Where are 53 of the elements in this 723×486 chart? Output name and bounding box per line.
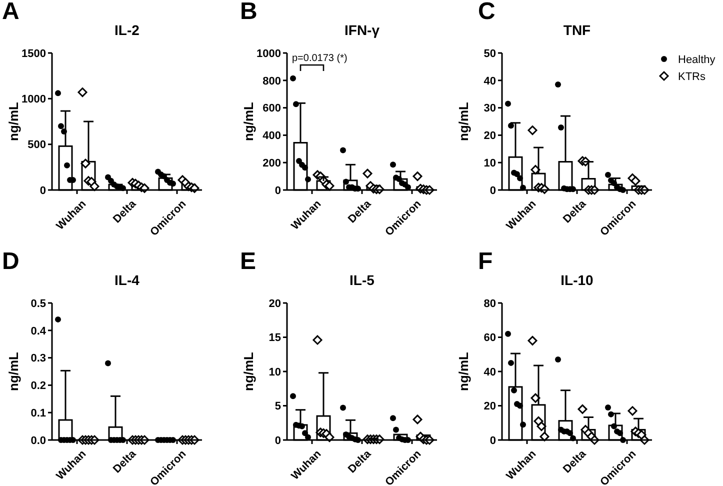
text: A	[2, 0, 20, 25]
y-tick-label: 600	[262, 102, 281, 115]
y-tick-label: 200	[262, 157, 281, 170]
y-tick-label: 0	[274, 184, 281, 197]
y-tick-label: 50	[484, 48, 496, 60]
chart-title: IL-4	[114, 272, 140, 288]
y-tick-label: 40	[484, 75, 496, 88]
chart-title: IL-2	[114, 22, 140, 38]
y-tick-label: 10	[268, 366, 281, 378]
legend-label: Healthy	[678, 54, 716, 66]
y-tick-label: 500	[28, 139, 46, 152]
chart-title: IFN-γ	[344, 22, 380, 38]
y-tick-label: 10	[484, 157, 496, 170]
y-tick-label: 1500	[22, 48, 46, 60]
y-tick-label: 15	[268, 332, 281, 344]
y-tick-label: 20	[268, 298, 281, 310]
y-tick-label: 1000	[22, 94, 46, 106]
chart-title: IL-10	[560, 272, 594, 288]
y-tick-label: 20	[484, 130, 496, 142]
y-tick-label: 0.1	[30, 407, 46, 420]
y-tick-label: 80	[484, 298, 496, 310]
y-tick-label: 0	[490, 184, 496, 197]
chart-title: IL-5	[350, 272, 375, 288]
y-tick-label: 0.3	[30, 352, 46, 365]
y-tick-label: 20	[484, 400, 496, 413]
text: D	[2, 248, 20, 275]
y-tick-label: 0.4	[30, 325, 47, 338]
y-axis-title: ng/mL	[6, 352, 21, 391]
y-tick-label: 400	[262, 130, 281, 142]
y-tick-label: 0	[274, 434, 281, 447]
y-axis-title: ng/mL	[241, 102, 256, 141]
y-tick-label: 5	[274, 400, 281, 413]
y-tick-label: 40	[484, 366, 496, 378]
y-tick-label: 0	[490, 434, 496, 447]
y-axis-title: ng/mL	[6, 102, 21, 141]
y-tick-label: 30	[484, 102, 496, 115]
y-axis-title: ng/mL	[241, 352, 256, 391]
y-axis-title: ng/mL	[456, 352, 471, 391]
text: B	[240, 0, 258, 25]
y-tick-label: 60	[484, 332, 496, 344]
legend-label: KTRs	[678, 70, 706, 83]
y-axis-title: ng/mL	[456, 102, 471, 141]
text: F	[478, 248, 493, 275]
y-tick-label: 0.5	[30, 298, 46, 310]
y-tick-label: 800	[262, 75, 281, 88]
y-tick-label: 0	[40, 184, 46, 197]
chart-title: TNF	[563, 22, 592, 38]
y-tick-label: 1000	[256, 48, 281, 60]
annotation: p=0.0173 (*)	[292, 53, 348, 64]
y-tick-label: 0.2	[30, 380, 46, 392]
text: C	[478, 0, 496, 25]
text: E	[240, 248, 256, 275]
y-tick-label: 0.0	[30, 434, 46, 447]
